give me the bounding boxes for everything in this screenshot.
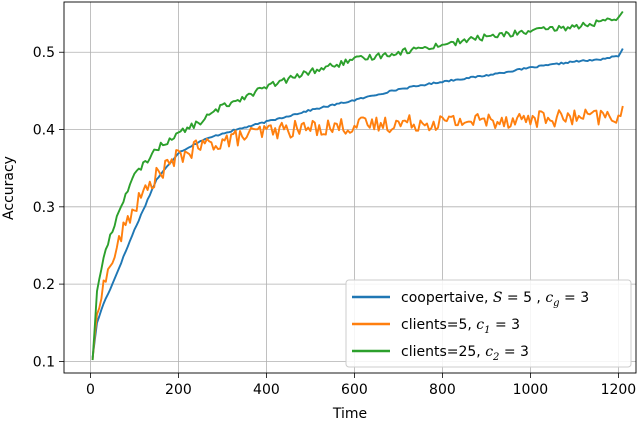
x-tick-label: 800: [429, 382, 456, 398]
x-tick-label: 400: [253, 382, 280, 398]
y-tick-label: 0.5: [33, 45, 55, 61]
y-tick-label: 0.4: [33, 123, 55, 139]
legend-label: coopertaive, S = 5 , cg = 3: [401, 290, 589, 309]
x-tick-label: 1000: [513, 382, 549, 398]
x-tick-label: 600: [341, 382, 368, 398]
series-line-1: [91, 48, 624, 358]
y-tick-label: 0.2: [33, 277, 55, 293]
series-lines: [91, 10, 624, 361]
grid-lines: [64, 2, 636, 373]
legend-box: [345, 279, 632, 368]
y-tick-label: 0.3: [33, 200, 55, 216]
x-tick-label: 200: [165, 382, 192, 398]
y-tick-label: 0.1: [33, 354, 55, 370]
x-tick-label: 0: [86, 382, 95, 398]
legend-label: clients=5, c1 = 3: [401, 317, 520, 336]
legend: coopertaive, S = 5 , cg = 3 clients=5, c1…: [345, 279, 632, 368]
legend-label: clients=25, c2 = 3: [401, 344, 529, 363]
axis-ticks: 0 200 400 600 800 1000 1200 0.1 0.2 0.3 0.4 0.5: [33, 45, 636, 398]
series-line-3: [91, 10, 624, 361]
plot-frame: [63, 1, 637, 374]
y-axis-title: Accuracy: [1, 156, 17, 220]
x-axis-title: Time: [332, 406, 367, 422]
x-tick-label: 1200: [601, 382, 637, 398]
series-line-2: [91, 105, 624, 360]
